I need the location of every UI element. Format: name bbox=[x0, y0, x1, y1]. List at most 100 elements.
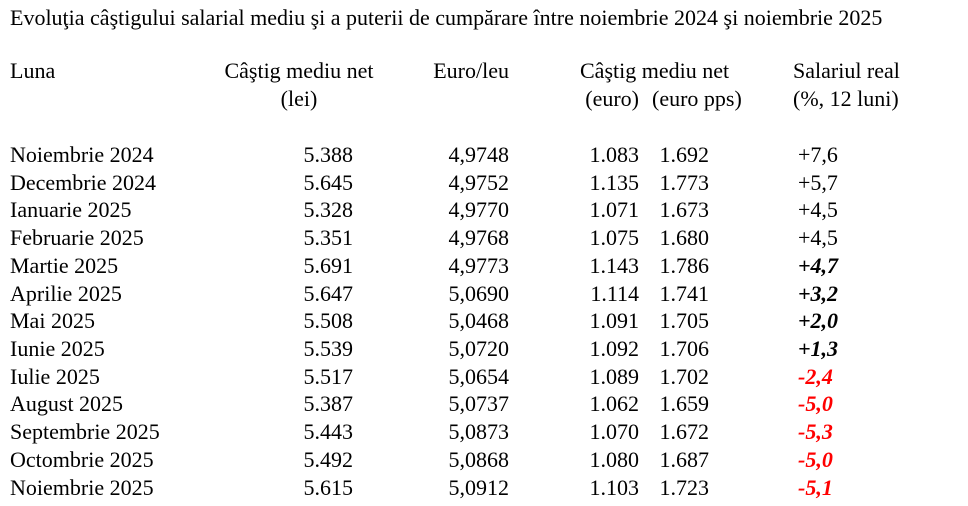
cell-net-lei: 5.645 bbox=[303, 169, 354, 195]
cell-euro-leu: 4,9748 bbox=[448, 142, 510, 167]
cell-month: Noiembrie 2025 bbox=[10, 474, 154, 500]
column-header-europps-sub: (euro pps) bbox=[652, 86, 742, 111]
table-body: Noiembrie 2024 5.388 4,9748 1.083 1.692 … bbox=[0, 141, 968, 501]
cell-real-salary: +4,5 bbox=[798, 225, 838, 251]
cell-month: Mai 2025 bbox=[10, 308, 95, 334]
cell-euro-leu: 5,0690 bbox=[448, 280, 510, 306]
cell-net-euro: 1.143 bbox=[589, 252, 640, 278]
table-row: Februarie 2025 5.351 4,9768 1.075 1.680 … bbox=[0, 224, 968, 252]
cell-net-euro-pps: 1.741 bbox=[659, 280, 710, 306]
column-header-euro-sub: (euro) bbox=[585, 86, 639, 111]
table-row: Septembrie 2025 5.443 5,0873 1.070 1.672… bbox=[0, 418, 968, 446]
cell-month: Septembrie 2025 bbox=[10, 419, 160, 445]
table-title: Evoluţia câştigului salarial mediu şi a … bbox=[10, 5, 883, 30]
cell-net-euro-pps: 1.673 bbox=[659, 197, 710, 223]
cell-net-euro-pps: 1.705 bbox=[659, 308, 710, 334]
cell-net-lei: 5.443 bbox=[303, 419, 354, 445]
cell-net-euro: 1.091 bbox=[589, 308, 640, 334]
cell-euro-leu: 5,0873 bbox=[448, 419, 510, 445]
cell-real-salary: -5,0 bbox=[798, 391, 833, 417]
cell-month: August 2025 bbox=[10, 391, 124, 417]
cell-net-euro: 1.075 bbox=[589, 225, 640, 251]
cell-net-lei: 5.647 bbox=[303, 280, 354, 306]
column-header-real-line2: (%, 12 luni) bbox=[793, 86, 899, 111]
cell-real-salary: +4,5 bbox=[798, 197, 838, 223]
cell-euro-leu: 5,0468 bbox=[448, 308, 510, 334]
cell-month: Decembrie 2024 bbox=[10, 169, 156, 195]
cell-real-salary: -5,1 bbox=[798, 474, 833, 500]
cell-net-euro-pps: 1.723 bbox=[659, 474, 710, 500]
cell-month: Aprilie 2025 bbox=[10, 280, 122, 306]
cell-net-euro-pps: 1.680 bbox=[659, 225, 710, 251]
table-row: Mai 2025 5.508 5,0468 1.091 1.705 +2,0 bbox=[0, 307, 968, 335]
cell-euro-leu: 4,9768 bbox=[448, 225, 510, 251]
cell-euro-leu: 5,0868 bbox=[448, 446, 510, 472]
cell-euro-leu: 5,0737 bbox=[448, 391, 510, 417]
cell-net-euro-pps: 1.659 bbox=[659, 391, 710, 417]
column-header-real-line1: Salariul real bbox=[793, 58, 900, 83]
cell-net-euro-pps: 1.692 bbox=[659, 142, 710, 167]
cell-month: Martie 2025 bbox=[10, 252, 119, 278]
table-row: Decembrie 2024 5.645 4,9752 1.135 1.773 … bbox=[0, 169, 968, 197]
cell-net-lei: 5.508 bbox=[303, 308, 354, 334]
cell-net-euro: 1.062 bbox=[589, 391, 640, 417]
cell-net-euro: 1.083 bbox=[589, 142, 640, 167]
cell-real-salary: +4,7 bbox=[798, 252, 839, 278]
cell-euro-leu: 5,0720 bbox=[448, 336, 510, 362]
cell-net-lei: 5.328 bbox=[303, 197, 354, 223]
cell-month: Ianuarie 2025 bbox=[10, 197, 132, 223]
table-row: August 2025 5.387 5,0737 1.062 1.659 -5,… bbox=[0, 390, 968, 418]
cell-real-salary: +7,6 bbox=[798, 142, 838, 167]
cell-month: Iulie 2025 bbox=[10, 363, 100, 389]
cell-net-euro-pps: 1.706 bbox=[659, 336, 710, 362]
cell-net-lei: 5.539 bbox=[303, 336, 354, 362]
cell-real-salary: +1,3 bbox=[798, 336, 839, 362]
cell-net-euro: 1.092 bbox=[589, 336, 640, 362]
cell-real-salary: -5,0 bbox=[798, 446, 833, 472]
cell-net-euro: 1.114 bbox=[590, 280, 639, 306]
cell-month: Octombrie 2025 bbox=[10, 446, 154, 472]
cell-euro-leu: 4,9770 bbox=[448, 197, 510, 223]
cell-net-lei: 5.691 bbox=[303, 252, 354, 278]
cell-net-lei: 5.351 bbox=[303, 225, 354, 251]
cell-net-lei: 5.388 bbox=[303, 142, 354, 167]
cell-euro-leu: 4,9752 bbox=[448, 169, 510, 195]
cell-real-salary: +3,2 bbox=[798, 280, 839, 306]
table-row: Martie 2025 5.691 4,9773 1.143 1.786 +4,… bbox=[0, 252, 968, 280]
cell-real-salary: -5,3 bbox=[798, 419, 833, 445]
cell-net-lei: 5.517 bbox=[303, 363, 354, 389]
table-row: Iulie 2025 5.517 5,0654 1.089 1.702 -2,4 bbox=[0, 363, 968, 391]
cell-net-euro-pps: 1.687 bbox=[659, 446, 710, 472]
cell-net-lei: 5.492 bbox=[303, 446, 354, 472]
cell-net-euro-pps: 1.702 bbox=[659, 363, 710, 389]
cell-month: Februarie 2025 bbox=[10, 225, 144, 251]
table-row: Octombrie 2025 5.492 5,0868 1.080 1.687 … bbox=[0, 446, 968, 474]
table-row: Ianuarie 2025 5.328 4,9770 1.071 1.673 +… bbox=[0, 196, 968, 224]
column-header-luna: Luna bbox=[10, 58, 56, 83]
cell-net-euro-pps: 1.672 bbox=[659, 419, 710, 445]
cell-net-euro: 1.080 bbox=[589, 446, 640, 472]
cell-net-euro: 1.103 bbox=[589, 474, 640, 500]
cell-month: Noiembrie 2024 bbox=[10, 142, 154, 167]
cell-real-salary: -2,4 bbox=[798, 363, 833, 389]
column-header-euro-line1: Câştig mediu net bbox=[580, 58, 730, 83]
table-row: Noiembrie 2024 5.388 4,9748 1.083 1.692 … bbox=[0, 141, 968, 169]
table-row: Noiembrie 2025 5.615 5,0912 1.103 1.723 … bbox=[0, 474, 968, 502]
cell-net-euro: 1.089 bbox=[589, 363, 640, 389]
cell-month: Iunie 2025 bbox=[10, 336, 105, 362]
cell-euro-leu: 5,0654 bbox=[448, 363, 510, 389]
column-header-lei-line1: Câştig mediu net bbox=[224, 58, 374, 83]
cell-net-euro: 1.135 bbox=[589, 169, 640, 195]
cell-net-lei: 5.615 bbox=[303, 474, 354, 500]
table-row: Aprilie 2025 5.647 5,0690 1.114 1.741 +3… bbox=[0, 280, 968, 308]
cell-net-euro-pps: 1.786 bbox=[659, 252, 710, 278]
cell-net-lei: 5.387 bbox=[303, 391, 354, 417]
cell-net-euro: 1.071 bbox=[589, 197, 640, 223]
cell-real-salary: +5,7 bbox=[798, 169, 838, 195]
cell-net-euro: 1.070 bbox=[589, 419, 640, 445]
column-header-eurleu: Euro/leu bbox=[433, 58, 509, 83]
cell-real-salary: +2,0 bbox=[798, 308, 839, 334]
table-row: Iunie 2025 5.539 5,0720 1.092 1.706 +1,3 bbox=[0, 335, 968, 363]
column-header-lei-line2: (lei) bbox=[280, 86, 318, 111]
